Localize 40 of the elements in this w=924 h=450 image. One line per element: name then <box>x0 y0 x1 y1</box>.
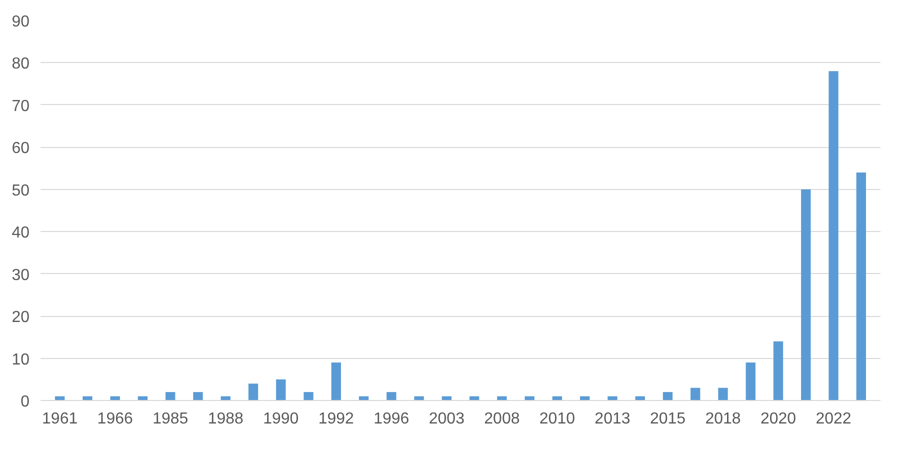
y-tick-label: 30 <box>12 266 30 284</box>
x-tick-label: 2003 <box>428 410 465 428</box>
bar <box>248 384 258 400</box>
bar <box>690 388 700 400</box>
x-tick-label: 1961 <box>42 410 78 428</box>
y-tick-label: 80 <box>12 56 30 73</box>
x-tick-label: 2022 <box>816 410 852 428</box>
bar <box>718 388 728 400</box>
x-tick-label: 2018 <box>705 410 741 428</box>
x-tick-label: 1996 <box>374 410 410 428</box>
bar <box>856 172 866 400</box>
bar <box>773 341 784 400</box>
bar <box>386 392 396 400</box>
y-tick-label: 60 <box>12 140 30 158</box>
y-tick-label: 50 <box>12 182 30 200</box>
bar <box>166 392 176 400</box>
y-tick-label: 70 <box>12 98 30 115</box>
x-tick-label: 1988 <box>208 410 244 428</box>
bar <box>304 392 314 400</box>
x-tick-label: 2008 <box>484 410 520 428</box>
x-tick-label: 2013 <box>594 410 630 428</box>
bar <box>331 362 341 400</box>
x-tick-label: 1990 <box>263 410 299 428</box>
bar <box>828 71 838 400</box>
x-tick-label: 1985 <box>152 410 188 428</box>
bar <box>276 379 286 400</box>
x-tick-label: 1992 <box>318 410 354 428</box>
x-tick-label: 1966 <box>97 410 134 428</box>
y-tick-label: 0 <box>20 394 30 410</box>
y-tick-label: 90 <box>12 14 30 30</box>
bar <box>801 189 811 400</box>
x-tick-label: 2010 <box>539 410 576 428</box>
x-tick-label: 2015 <box>650 410 686 428</box>
y-tick-label: 10 <box>12 351 30 368</box>
bar <box>193 392 203 400</box>
x-tick-label: 2020 <box>760 410 796 428</box>
y-tick-label: 40 <box>12 224 30 242</box>
bar <box>662 392 673 400</box>
y-tick-label: 20 <box>12 309 30 326</box>
bar <box>746 362 756 400</box>
